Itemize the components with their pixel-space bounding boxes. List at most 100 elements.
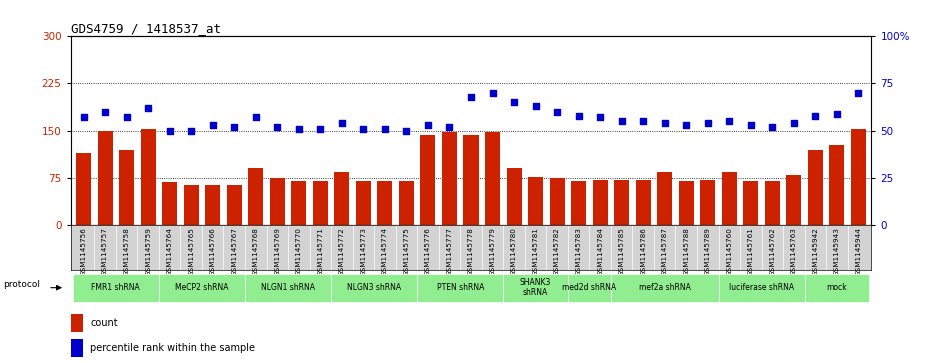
Text: PTEN shRNA: PTEN shRNA bbox=[436, 283, 484, 292]
Bar bbox=[636, 180, 651, 225]
Point bbox=[420, 122, 435, 128]
Text: NLGN3 shRNA: NLGN3 shRNA bbox=[347, 283, 401, 292]
Point bbox=[808, 113, 823, 118]
Text: count: count bbox=[90, 318, 118, 328]
Text: GSM1145779: GSM1145779 bbox=[490, 227, 495, 276]
Point bbox=[442, 124, 457, 130]
Bar bbox=[417, 274, 503, 302]
Bar bbox=[808, 150, 823, 225]
Point bbox=[485, 90, 500, 96]
Text: GSM1145763: GSM1145763 bbox=[791, 227, 797, 276]
Point bbox=[765, 124, 780, 130]
Point bbox=[549, 109, 564, 115]
Bar bbox=[611, 274, 719, 302]
Point bbox=[334, 120, 349, 126]
Bar bbox=[719, 274, 804, 302]
Text: GSM1145768: GSM1145768 bbox=[252, 227, 259, 276]
Point bbox=[162, 128, 177, 134]
Point bbox=[313, 126, 328, 132]
Point bbox=[571, 113, 586, 118]
Text: GSM1145756: GSM1145756 bbox=[81, 227, 87, 276]
Text: luciferase shRNA: luciferase shRNA bbox=[729, 283, 794, 292]
Text: GDS4759 / 1418537_at: GDS4759 / 1418537_at bbox=[71, 22, 220, 35]
Text: GSM1145772: GSM1145772 bbox=[339, 227, 345, 276]
Point bbox=[636, 118, 651, 124]
Bar bbox=[503, 274, 568, 302]
Text: GSM1145783: GSM1145783 bbox=[576, 227, 581, 276]
Point bbox=[98, 109, 113, 115]
Text: GSM1145944: GSM1145944 bbox=[855, 227, 861, 276]
Bar bbox=[787, 175, 802, 225]
Text: GSM1145785: GSM1145785 bbox=[619, 227, 625, 276]
Text: GSM1145766: GSM1145766 bbox=[210, 227, 216, 276]
Text: GSM1145780: GSM1145780 bbox=[512, 227, 517, 276]
Bar bbox=[722, 172, 737, 225]
Point bbox=[205, 122, 220, 128]
Bar bbox=[245, 274, 331, 302]
Point bbox=[398, 128, 414, 134]
Bar bbox=[528, 177, 544, 225]
Text: GSM1145942: GSM1145942 bbox=[812, 227, 819, 276]
Text: GSM1145769: GSM1145769 bbox=[274, 227, 281, 276]
Bar bbox=[420, 135, 435, 225]
Bar bbox=[804, 274, 869, 302]
Text: GSM1145788: GSM1145788 bbox=[683, 227, 690, 276]
Text: percentile rank within the sample: percentile rank within the sample bbox=[90, 343, 255, 353]
Point bbox=[269, 124, 284, 130]
Bar bbox=[507, 168, 522, 225]
Bar bbox=[140, 130, 155, 225]
Text: GSM1145771: GSM1145771 bbox=[317, 227, 323, 276]
Text: med2d shRNA: med2d shRNA bbox=[562, 283, 616, 292]
Text: GSM1145781: GSM1145781 bbox=[532, 227, 539, 276]
Bar bbox=[76, 153, 91, 225]
Point bbox=[249, 115, 264, 121]
Text: GSM1145759: GSM1145759 bbox=[145, 227, 151, 276]
Text: protocol: protocol bbox=[4, 280, 41, 289]
Text: GSM1145764: GSM1145764 bbox=[167, 227, 172, 276]
Bar bbox=[313, 181, 328, 225]
Point bbox=[722, 118, 737, 124]
Text: GSM1145774: GSM1145774 bbox=[382, 227, 388, 276]
Bar bbox=[71, 314, 83, 332]
Point bbox=[463, 94, 479, 99]
Text: GSM1145776: GSM1145776 bbox=[425, 227, 430, 276]
Point bbox=[851, 90, 866, 96]
Bar bbox=[334, 172, 349, 225]
Text: FMR1 shRNA: FMR1 shRNA bbox=[91, 283, 140, 292]
Bar bbox=[249, 168, 264, 225]
Point bbox=[593, 115, 608, 121]
Point bbox=[743, 122, 758, 128]
Text: GSM1145782: GSM1145782 bbox=[554, 227, 560, 276]
Bar bbox=[159, 274, 245, 302]
Text: GSM1145770: GSM1145770 bbox=[296, 227, 301, 276]
Bar bbox=[119, 150, 134, 225]
Text: GSM1145760: GSM1145760 bbox=[726, 227, 732, 276]
Bar bbox=[829, 144, 844, 225]
Point bbox=[378, 126, 393, 132]
Text: GSM1145787: GSM1145787 bbox=[661, 227, 668, 276]
Bar bbox=[98, 131, 113, 225]
Point bbox=[119, 115, 134, 121]
Bar bbox=[765, 181, 780, 225]
Bar bbox=[205, 185, 220, 225]
Bar bbox=[331, 274, 417, 302]
Text: GSM1145767: GSM1145767 bbox=[231, 227, 237, 276]
Text: GSM1145773: GSM1145773 bbox=[361, 227, 366, 276]
Bar bbox=[593, 180, 608, 225]
Point bbox=[829, 111, 844, 117]
Point bbox=[227, 124, 242, 130]
Bar bbox=[162, 182, 177, 225]
Text: GSM1145784: GSM1145784 bbox=[597, 227, 603, 276]
Text: GSM1145757: GSM1145757 bbox=[102, 227, 108, 276]
Text: mef2a shRNA: mef2a shRNA bbox=[639, 283, 690, 292]
Bar bbox=[658, 172, 673, 225]
Bar bbox=[227, 185, 242, 225]
Point bbox=[678, 122, 693, 128]
Bar bbox=[356, 181, 371, 225]
Bar bbox=[571, 181, 586, 225]
Text: GSM1145943: GSM1145943 bbox=[834, 227, 840, 276]
Text: SHANK3
shRNA: SHANK3 shRNA bbox=[520, 278, 551, 297]
Bar bbox=[442, 132, 457, 225]
Text: mock: mock bbox=[826, 283, 847, 292]
Text: GSM1145758: GSM1145758 bbox=[123, 227, 130, 276]
